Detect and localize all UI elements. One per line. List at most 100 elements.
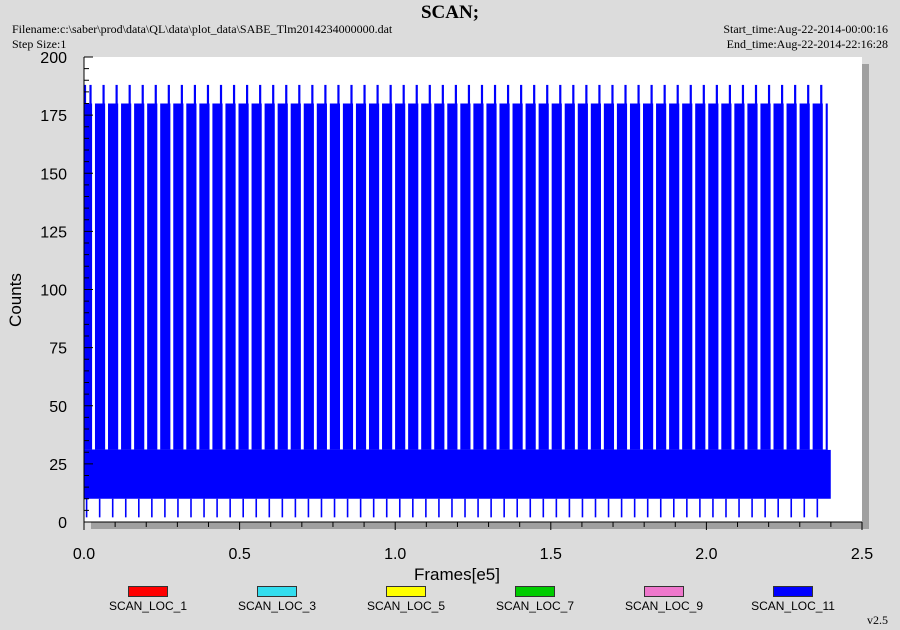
series-gap: [718, 103, 722, 450]
series-gap: [640, 103, 644, 450]
series-gap: [313, 103, 317, 450]
series-gap: [692, 103, 696, 450]
series-gap: [796, 103, 800, 450]
y-tick-label: 75: [49, 341, 67, 358]
series-gap: [353, 103, 356, 450]
series-gap: [548, 103, 552, 450]
series-gap: [92, 103, 95, 450]
legend-swatch: [515, 586, 555, 597]
legend-item: SCAN_LOC_1: [88, 586, 208, 613]
series-gap: [405, 103, 409, 450]
x-axis-label: Frames[e5]: [414, 565, 500, 584]
series-gap: [509, 103, 513, 450]
series-gap: [731, 103, 735, 450]
series-gap: [261, 103, 265, 450]
legend-swatch: [257, 586, 297, 597]
series-gap: [587, 103, 591, 450]
legend-swatch: [386, 586, 426, 597]
series-gap: [131, 103, 135, 450]
series-gap: [326, 103, 330, 450]
series-gap: [666, 103, 670, 450]
x-tick-label: 2.0: [695, 546, 717, 563]
legend-swatch: [644, 586, 684, 597]
series-gap: [222, 103, 226, 450]
series-gap: [561, 103, 565, 450]
series-gap: [235, 103, 239, 450]
chart-title: SCAN;: [420, 2, 480, 23]
series-gap: [653, 103, 657, 450]
legend-label: SCAN_LOC_1: [108, 599, 188, 613]
series-gap: [600, 103, 604, 450]
series-gap: [535, 103, 539, 450]
legend-label: SCAN_LOC_7: [495, 599, 575, 613]
series-high-fill: [84, 103, 828, 450]
series-gap: [144, 103, 148, 450]
series-gap: [744, 103, 748, 450]
y-tick-label: 0: [58, 515, 67, 532]
series-gap: [379, 103, 383, 450]
legend-item: SCAN_LOC_11: [733, 586, 853, 613]
legend-label: SCAN_LOC_5: [366, 599, 446, 613]
y-tick-label: 125: [40, 224, 67, 241]
series-gap: [783, 103, 787, 450]
series-gap: [196, 103, 200, 450]
x-tick-label: 1.5: [540, 546, 562, 563]
series-gap: [366, 103, 369, 450]
legend-label: SCAN_LOC_3: [237, 599, 317, 613]
legend-item: SCAN_LOC_9: [604, 586, 724, 613]
series-gap: [248, 103, 252, 450]
series-gap: [431, 103, 435, 450]
y-tick-label: 100: [40, 283, 67, 300]
series-gap: [118, 103, 122, 450]
end-time-label: End_time:Aug-22-2014-22:16:28: [726, 37, 888, 51]
y-tick-label: 150: [40, 166, 67, 183]
version-label: v2.5: [867, 613, 888, 627]
legend-label: SCAN_LOC_9: [624, 599, 704, 613]
y-tick-label: 50: [49, 399, 67, 416]
series-gap: [274, 103, 278, 450]
filename-label: Filename:c:\saber\prod\data\QL\data\plot…: [12, 22, 393, 36]
series-low-band: [84, 449, 831, 499]
series-gap: [170, 103, 174, 450]
series-gap: [340, 103, 343, 450]
x-tick-label: 0.5: [228, 546, 250, 563]
series-gap: [183, 103, 187, 450]
series-gap: [809, 103, 813, 450]
axis-layer: 0 25 50 75 100 125 150 175 200 0.0 0.5 1.0 1.5 2.0 2.5…: [6, 50, 873, 584]
x-tick-label: 2.5: [851, 546, 873, 563]
series-gap: [300, 103, 304, 450]
y-axis-label: Counts: [6, 273, 25, 327]
series-gap: [105, 103, 109, 450]
y-tick-label: 25: [49, 457, 67, 474]
series-gap: [157, 103, 161, 450]
legend-label: SCAN_LOC_11: [751, 599, 835, 613]
x-tick-label: 0.0: [73, 546, 95, 563]
series-gap: [705, 103, 709, 450]
series-gap: [457, 103, 461, 450]
series-gap: [822, 103, 826, 450]
y-tick-label: 175: [40, 108, 67, 125]
series-gap: [392, 103, 396, 450]
step-size-label: Step Size:1: [12, 37, 67, 51]
series-gap: [444, 103, 448, 450]
series-gap: [757, 103, 761, 450]
series-gap: [522, 103, 526, 450]
series-gap: [287, 103, 291, 450]
series-gap: [483, 103, 487, 450]
series-gap: [614, 103, 617, 450]
legend-item: SCAN_LOC_3: [217, 586, 337, 613]
start-time-label: Start_time:Aug-22-2014-00:00:16: [723, 22, 888, 36]
y-tick-label: 200: [40, 50, 67, 67]
series-gap: [418, 103, 422, 450]
series-gap: [627, 103, 630, 450]
signal-layer: [83, 84, 831, 518]
x-tick-label: 1.0: [384, 546, 406, 563]
series-gap: [209, 103, 213, 450]
legend-item: SCAN_LOC_7: [475, 586, 595, 613]
series-gap: [496, 103, 500, 450]
legend-swatch: [128, 586, 168, 597]
legend-swatch: [773, 586, 813, 597]
legend: SCAN_LOC_1 SCAN_LOC_3 SCAN_LOC_5 SCAN_LO…: [0, 586, 900, 616]
series-gap: [574, 103, 578, 450]
